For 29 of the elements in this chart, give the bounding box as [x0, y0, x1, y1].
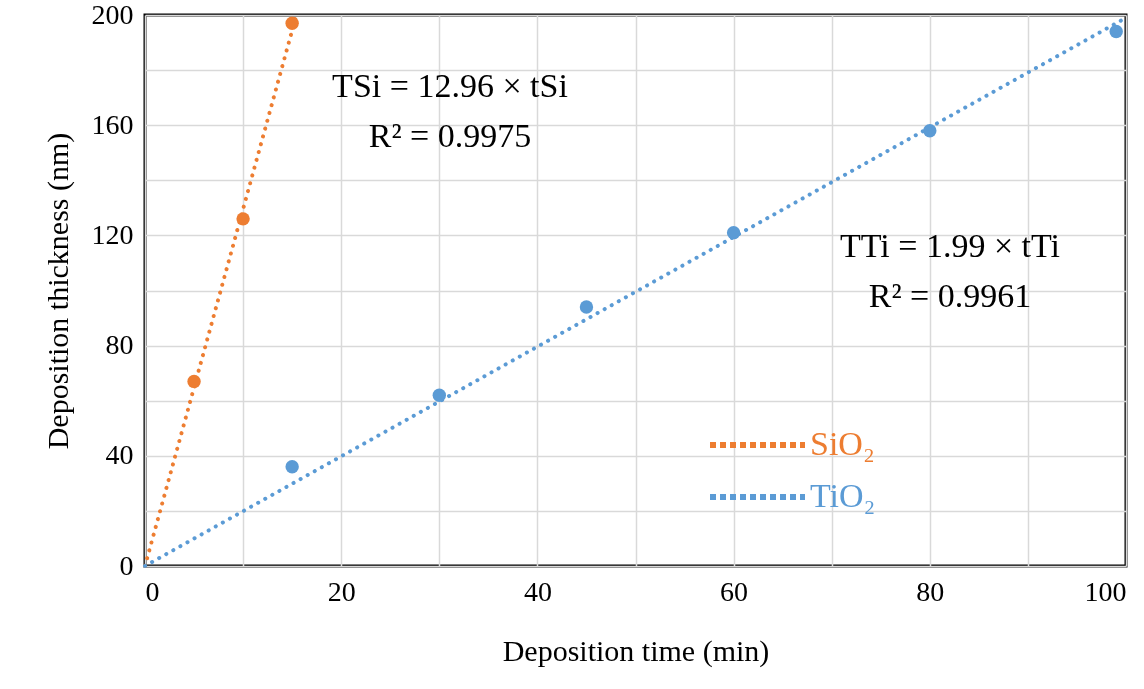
point [187, 374, 201, 389]
y-tick-label: 160 [91, 108, 134, 140]
x-tick-label: 40 [523, 575, 552, 607]
point [432, 388, 447, 402]
point [1109, 24, 1123, 39]
legend-label: TiO₂ [810, 477, 876, 514]
x-tick-label: 60 [720, 575, 749, 607]
point [285, 460, 299, 474]
annotation: TTi = 1.99 × tTi [839, 227, 1061, 264]
y-axis-title: Deposition thickness (nm) [40, 132, 75, 450]
x-axis-title: Deposition time (min) [502, 633, 770, 668]
annotation: R² = 0.9975 [368, 117, 532, 154]
point [726, 225, 741, 240]
x-tick-label: 80 [916, 575, 945, 607]
point [236, 212, 250, 226]
y-tick-label: 40 [105, 439, 134, 471]
y-tick-label: 80 [105, 329, 134, 361]
legend-label: SiO₂ [810, 425, 875, 462]
point [579, 300, 594, 314]
annotation: R² = 0.9961 [868, 277, 1032, 314]
point [923, 124, 937, 138]
x-tick-label: 100 [1084, 575, 1127, 607]
x-tick-label: 20 [327, 575, 356, 607]
y-tick-label: 0 [119, 549, 134, 581]
point [285, 16, 299, 30]
y-tick-label: 120 [91, 218, 134, 250]
annotation: TSi = 12.96 × tSi [332, 67, 568, 104]
y-tick-label: 200 [91, 0, 134, 30]
x-tick-label: 0 [145, 575, 160, 607]
